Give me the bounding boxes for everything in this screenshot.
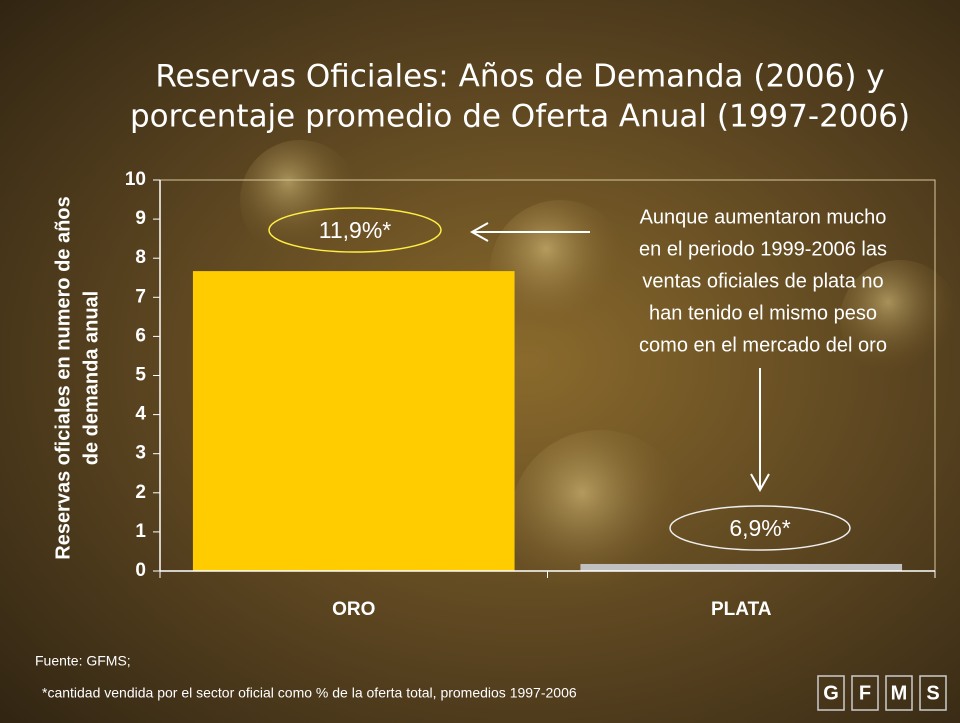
y-tick-label: 1 bbox=[135, 521, 146, 542]
y-tick-label: 10 bbox=[125, 169, 146, 190]
arrow bbox=[469, 222, 590, 242]
y-tick-label: 2 bbox=[135, 482, 146, 503]
arrow bbox=[750, 368, 770, 493]
y-axis-label: de demanda anual bbox=[80, 291, 102, 466]
chart: Reservas Oficiales: Años de Demanda (200… bbox=[35, 59, 947, 711]
annotation-text: Aunque aumentaron mucho bbox=[640, 206, 887, 228]
y-tick-label: 6 bbox=[135, 325, 146, 346]
logo-letter: G bbox=[823, 682, 839, 704]
title: porcentaje promedio de Oferta Anual (199… bbox=[130, 99, 910, 135]
y-tick-label: 0 bbox=[135, 560, 146, 581]
decor bbox=[510, 430, 690, 610]
bar-annotation: 6,9%* bbox=[729, 515, 790, 541]
logo-box bbox=[817, 675, 845, 711]
x-tick-label: PLATA bbox=[711, 599, 772, 620]
logo-box bbox=[885, 675, 913, 711]
source: Fuente: GFMS; bbox=[35, 653, 131, 669]
y-tick-label: 8 bbox=[135, 247, 146, 268]
decor bbox=[840, 260, 960, 380]
y-axis-label: Reservas oficiales en numero de años bbox=[52, 196, 74, 560]
bar bbox=[580, 563, 903, 571]
logo-letter: F bbox=[859, 682, 871, 704]
logo-letter: S bbox=[926, 682, 939, 704]
title: Reservas Oficiales: Años de Demanda (200… bbox=[155, 59, 884, 95]
footnote: *cantidad vendida por el sector oficial … bbox=[42, 685, 577, 701]
logo-box bbox=[919, 675, 947, 711]
annotation-text: ventas oficiales de plata no bbox=[642, 270, 883, 292]
y-tick-label: 3 bbox=[135, 443, 146, 464]
logo-letter: M bbox=[891, 682, 908, 704]
y-tick-label: 9 bbox=[135, 208, 146, 229]
annotation-ellipse bbox=[669, 505, 851, 551]
annotation-text: han tenido el mismo peso bbox=[649, 302, 877, 324]
annotation-text: como en el mercado del oro bbox=[639, 334, 887, 356]
logo-box bbox=[851, 675, 879, 711]
bar bbox=[192, 271, 515, 571]
annotation-ellipse bbox=[268, 207, 442, 253]
y-tick-label: 5 bbox=[135, 365, 146, 386]
decor bbox=[240, 140, 360, 260]
annotation-text: en el periodo 1999-2006 las bbox=[639, 238, 887, 260]
decor bbox=[490, 200, 630, 340]
bar-annotation: 11,9%* bbox=[319, 217, 392, 243]
y-tick-label: 7 bbox=[135, 286, 146, 307]
x-tick-label: ORO bbox=[332, 599, 375, 620]
y-tick-label: 4 bbox=[135, 404, 146, 425]
